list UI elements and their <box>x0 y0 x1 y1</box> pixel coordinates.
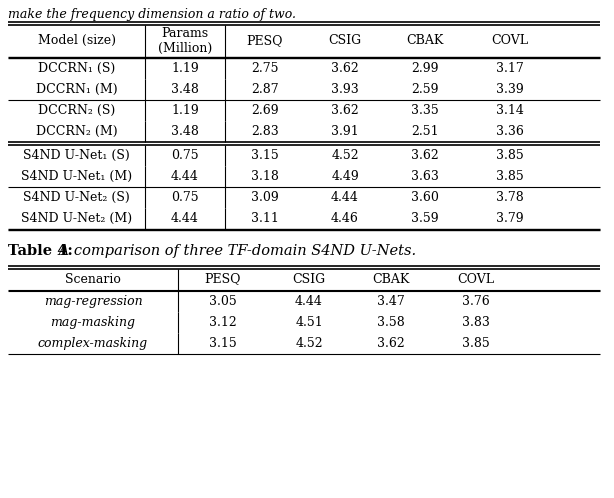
Text: 2.83: 2.83 <box>251 125 279 138</box>
Text: 2.87: 2.87 <box>251 83 279 96</box>
Text: 3.36: 3.36 <box>496 125 524 138</box>
Text: 3.79: 3.79 <box>496 212 524 225</box>
Text: CSIG: CSIG <box>328 34 362 47</box>
Text: mag-masking: mag-masking <box>50 316 136 329</box>
Text: S4ND U-Net₂ (M): S4ND U-Net₂ (M) <box>21 212 132 225</box>
Text: 3.11: 3.11 <box>251 212 279 225</box>
Text: CBAK: CBAK <box>406 34 444 47</box>
Text: S4ND U-Net₁ (M): S4ND U-Net₁ (M) <box>21 169 132 182</box>
Text: Params
(Million): Params (Million) <box>158 26 212 54</box>
Text: 3.62: 3.62 <box>377 337 405 350</box>
Text: CSIG: CSIG <box>292 272 325 285</box>
Text: complex-masking: complex-masking <box>38 337 148 350</box>
Text: 3.63: 3.63 <box>411 169 439 182</box>
Text: 3.59: 3.59 <box>411 212 439 225</box>
Text: Scenario: Scenario <box>65 272 121 285</box>
Text: 4.46: 4.46 <box>331 212 359 225</box>
Text: A comparison of three TF-domain S4ND U-Nets.: A comparison of three TF-domain S4ND U-N… <box>54 244 416 258</box>
Text: DCCRN₂ (M): DCCRN₂ (M) <box>36 125 117 138</box>
Text: 4.44: 4.44 <box>331 191 359 204</box>
Text: 3.48: 3.48 <box>171 125 199 138</box>
Text: 3.62: 3.62 <box>411 148 439 161</box>
Text: 3.09: 3.09 <box>251 191 279 204</box>
Text: 0.75: 0.75 <box>171 148 199 161</box>
Text: 4.44: 4.44 <box>295 295 323 308</box>
Text: 3.47: 3.47 <box>377 295 405 308</box>
Text: 2.75: 2.75 <box>251 62 279 75</box>
Text: S4ND U-Net₁ (S): S4ND U-Net₁ (S) <box>23 148 130 161</box>
Text: 3.85: 3.85 <box>496 169 524 182</box>
Text: 3.93: 3.93 <box>331 83 359 96</box>
Text: 4.51: 4.51 <box>295 316 323 329</box>
Text: mag-regression: mag-regression <box>44 295 142 308</box>
Text: 3.14: 3.14 <box>496 104 524 117</box>
Text: CBAK: CBAK <box>372 272 410 285</box>
Text: 2.99: 2.99 <box>411 62 439 75</box>
Text: 3.78: 3.78 <box>496 191 524 204</box>
Text: PESQ: PESQ <box>204 272 241 285</box>
Text: 1.19: 1.19 <box>171 62 199 75</box>
Text: 4.44: 4.44 <box>171 169 199 182</box>
Text: 3.58: 3.58 <box>377 316 405 329</box>
Text: 3.48: 3.48 <box>171 83 199 96</box>
Text: 4.49: 4.49 <box>331 169 359 182</box>
Text: PESQ: PESQ <box>247 34 283 47</box>
Text: DCCRN₁ (M): DCCRN₁ (M) <box>36 83 117 96</box>
Text: 3.35: 3.35 <box>411 104 439 117</box>
Text: 3.85: 3.85 <box>462 337 490 350</box>
Text: 4.52: 4.52 <box>331 148 359 161</box>
Text: Model (size): Model (size) <box>37 34 115 47</box>
Text: DCCRN₂ (S): DCCRN₂ (S) <box>38 104 115 117</box>
Text: 3.62: 3.62 <box>331 104 359 117</box>
Text: 2.59: 2.59 <box>411 83 439 96</box>
Text: S4ND U-Net₂ (S): S4ND U-Net₂ (S) <box>23 191 130 204</box>
Text: 3.62: 3.62 <box>331 62 359 75</box>
Text: 3.91: 3.91 <box>331 125 359 138</box>
Text: 3.15: 3.15 <box>251 148 279 161</box>
Text: 0.75: 0.75 <box>171 191 199 204</box>
Text: COVL: COVL <box>457 272 494 285</box>
Text: 2.51: 2.51 <box>411 125 439 138</box>
Text: 3.15: 3.15 <box>209 337 237 350</box>
Text: COVL: COVL <box>491 34 529 47</box>
Text: 3.85: 3.85 <box>496 148 524 161</box>
Text: make the frequency dimension a ratio of two.: make the frequency dimension a ratio of … <box>8 8 296 21</box>
Text: 2.69: 2.69 <box>251 104 279 117</box>
Text: 1.19: 1.19 <box>171 104 199 117</box>
Text: 4.44: 4.44 <box>171 212 199 225</box>
Text: DCCRN₁ (S): DCCRN₁ (S) <box>38 62 115 75</box>
Text: 3.05: 3.05 <box>209 295 237 308</box>
Text: 3.12: 3.12 <box>209 316 237 329</box>
Text: 3.39: 3.39 <box>496 83 524 96</box>
Text: 3.18: 3.18 <box>251 169 279 182</box>
Text: Table 4:: Table 4: <box>8 244 73 258</box>
Text: 3.83: 3.83 <box>462 316 490 329</box>
Text: 3.17: 3.17 <box>496 62 524 75</box>
Text: 3.76: 3.76 <box>462 295 490 308</box>
Text: 3.60: 3.60 <box>411 191 439 204</box>
Text: 4.52: 4.52 <box>295 337 323 350</box>
